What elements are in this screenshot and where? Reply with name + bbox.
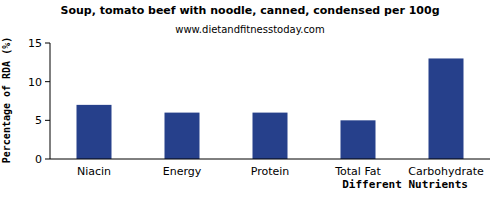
y-tick-label: 10 — [28, 76, 42, 89]
y-axis — [50, 43, 51, 159]
chart: Soup, tomato beef with noodle, canned, c… — [0, 0, 500, 200]
y-tick — [45, 81, 50, 82]
y-tick — [45, 43, 50, 44]
x-tick-label: Niacin — [77, 165, 111, 178]
bars — [77, 58, 464, 159]
x-tick-label: Protein — [251, 165, 290, 178]
y-axis-label: Percentage of RDA (%) — [1, 37, 12, 163]
y-tick-label: 15 — [28, 37, 42, 50]
bar — [341, 120, 376, 159]
x-tick-label: Energy — [163, 165, 202, 178]
bar — [429, 58, 464, 159]
bar — [165, 113, 200, 159]
x-axis-label: Different Nutrients — [342, 178, 468, 191]
y-tick — [45, 159, 50, 160]
x-tick-label: Total Fat — [334, 165, 381, 178]
y-tick — [45, 120, 50, 121]
y-tick-label: 0 — [35, 153, 42, 166]
subtitle: www.dietandfitnesstoday.com — [175, 24, 324, 35]
x-tick-label: Carbohydrate — [408, 165, 484, 178]
x-axis — [50, 159, 490, 160]
bar — [253, 113, 288, 159]
bar — [77, 105, 112, 159]
y-tick-label: 5 — [35, 114, 42, 127]
title: Soup, tomato beef with noodle, canned, c… — [60, 4, 439, 17]
